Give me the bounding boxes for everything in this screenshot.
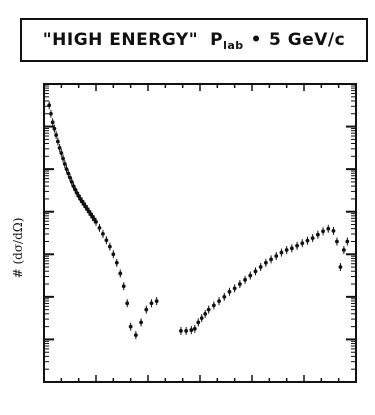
title-value: 5 GeV/c	[269, 30, 346, 50]
data-point	[125, 301, 130, 306]
data-point	[52, 126, 57, 131]
title-variable: P	[210, 30, 224, 50]
data-point	[94, 220, 98, 224]
data-point	[47, 103, 52, 108]
data-point	[199, 316, 204, 321]
data-point	[232, 286, 237, 291]
data-point	[211, 303, 216, 308]
data-point	[243, 277, 247, 282]
data-point	[118, 271, 123, 276]
data-point	[222, 294, 227, 299]
data-point	[269, 257, 273, 262]
data-point	[196, 320, 201, 325]
data-point	[295, 243, 299, 248]
data-point	[68, 175, 72, 180]
data-point	[61, 156, 65, 161]
data-point	[338, 265, 343, 269]
data-point	[300, 241, 305, 246]
data-point	[139, 320, 143, 325]
title-subscript: lab	[223, 38, 244, 52]
data-point	[179, 329, 183, 333]
data-point	[154, 299, 159, 304]
data-point	[104, 238, 109, 243]
data-point	[144, 307, 149, 312]
data-point	[101, 231, 105, 236]
data-point	[107, 244, 112, 249]
data-point	[66, 171, 71, 176]
data-point	[315, 232, 320, 237]
data-point	[274, 254, 279, 258]
data-point	[97, 225, 102, 230]
data-point	[76, 194, 81, 198]
data-point	[321, 229, 325, 234]
data-point	[121, 284, 126, 289]
data-point	[73, 187, 78, 192]
data-point	[310, 236, 315, 241]
data-point	[128, 324, 133, 329]
data-point	[284, 248, 289, 252]
data-point	[206, 307, 211, 312]
data-point	[289, 246, 294, 251]
data-point	[345, 239, 350, 244]
chart-title: "HIGH ENERGY" P lab • 5 GeV/c	[20, 18, 368, 62]
data-point	[54, 133, 59, 137]
axis-ticks	[43, 84, 357, 383]
data-point	[237, 282, 242, 286]
data-point	[189, 328, 194, 332]
data-point	[59, 151, 64, 155]
data-point	[64, 167, 69, 172]
data-point	[335, 239, 339, 244]
data-point	[133, 333, 138, 338]
plot-frame	[43, 83, 357, 383]
data-point	[111, 252, 116, 257]
data-point	[305, 238, 310, 243]
data-point	[71, 184, 76, 189]
data-point	[49, 111, 53, 116]
data-point	[75, 191, 79, 195]
data-point	[55, 139, 60, 144]
title-prefix: "HIGH ENERGY"	[42, 30, 199, 50]
y-axis-label: # (dσ/dΩ)	[11, 218, 25, 279]
data-points	[47, 101, 350, 340]
data-point	[258, 265, 263, 269]
data-point	[57, 145, 62, 150]
data-point	[114, 260, 119, 265]
data-point	[331, 228, 336, 233]
data-point	[253, 269, 258, 274]
data-point	[279, 250, 284, 255]
data-point	[263, 260, 268, 265]
data-point	[227, 289, 232, 294]
title-equals-mark: •	[250, 30, 263, 50]
data-point	[184, 329, 189, 333]
data-point	[203, 311, 208, 316]
data-point	[50, 120, 55, 125]
data-point	[62, 162, 67, 166]
data-point	[149, 301, 154, 306]
data-point	[192, 326, 197, 331]
data-point	[217, 299, 221, 304]
data-point	[341, 248, 346, 252]
data-point	[326, 226, 331, 231]
data-point	[248, 273, 253, 278]
data-point	[69, 180, 74, 184]
